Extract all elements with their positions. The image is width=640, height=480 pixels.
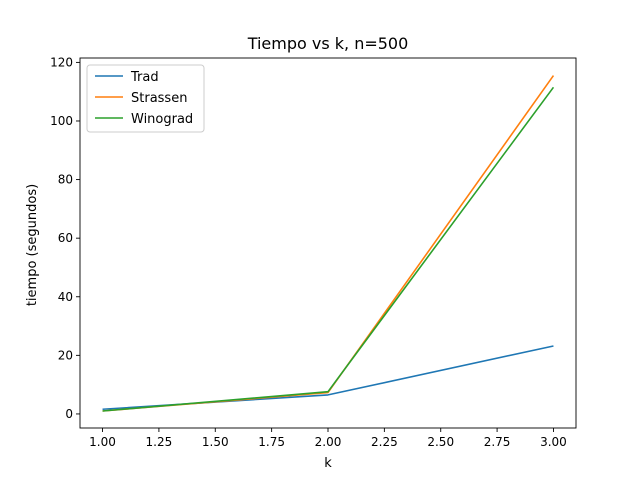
- legend: Trad Strassen Winograd: [86, 64, 205, 133]
- y-axis-label: tiempo (segundos): [25, 184, 40, 306]
- x-tick-label: 1.25: [146, 435, 173, 449]
- y-tick-label: 0: [65, 407, 73, 421]
- x-tick-label: 3.00: [540, 435, 567, 449]
- legend-label-winograd: Winograd: [131, 112, 193, 127]
- x-tick-label: 1.00: [89, 435, 116, 449]
- x-tick-label: 2.25: [371, 435, 398, 449]
- y-tick-label: 60: [58, 231, 73, 245]
- plot-area: [79, 57, 577, 429]
- y-tick-label: 100: [50, 114, 73, 128]
- legend-label-strassen: Strassen: [131, 91, 187, 106]
- legend-box: [86, 64, 205, 133]
- y-axis: 0 20 40 60 80 100 120: [50, 55, 80, 421]
- x-tick-label: 2.50: [427, 435, 454, 449]
- y-tick-label: 40: [58, 290, 73, 304]
- legend-label-trad: Trad: [130, 70, 159, 85]
- y-tick-label: 120: [50, 55, 73, 69]
- x-tick-label: 2.00: [315, 435, 342, 449]
- x-tick-label: 2.75: [484, 435, 511, 449]
- x-tick-label: 1.75: [258, 435, 285, 449]
- x-tick-label: 1.50: [202, 435, 229, 449]
- series-line-winograd: [102, 86, 555, 412]
- x-axis-label: k: [324, 456, 332, 471]
- x-axis: 1.00 1.25 1.50 1.75 2.00 2.25 2.50 2.75 3.00: [89, 428, 567, 449]
- chart-title: Tiempo vs k, n=500: [247, 34, 409, 53]
- y-tick-label: 80: [58, 173, 73, 187]
- y-tick-label: 20: [58, 348, 73, 362]
